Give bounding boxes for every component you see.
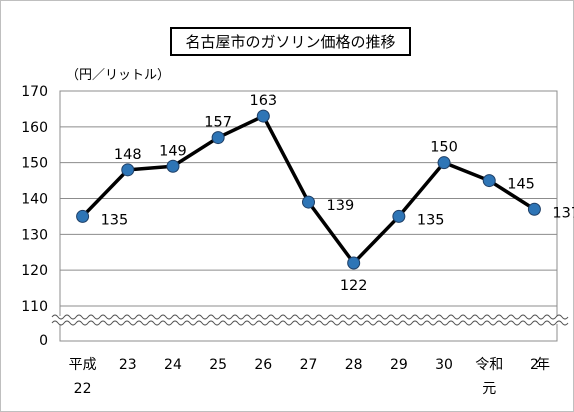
- x-tick-label: 27: [300, 357, 318, 373]
- x-tick-label: 24: [164, 357, 182, 373]
- data-label: 149: [159, 143, 187, 159]
- x-tick-label: 30: [435, 357, 453, 373]
- y-axis-unit-label: （円／リットル）: [66, 68, 170, 83]
- x-tick-label: 23: [119, 357, 137, 373]
- series-line: [81, 114, 536, 265]
- data-point: [166, 159, 180, 173]
- data-label: 137: [552, 205, 574, 221]
- y-tick-label: 130: [21, 227, 48, 243]
- y-tick-label-zero: 0: [39, 333, 48, 349]
- data-label: 163: [249, 93, 277, 109]
- data-label: 135: [101, 212, 129, 228]
- x-tick-label: 28: [345, 357, 363, 373]
- y-tick-label: 140: [21, 192, 48, 208]
- data-label: 122: [340, 278, 368, 294]
- data-point: [256, 109, 270, 123]
- data-point: [76, 209, 90, 223]
- x-tick-label: 26: [254, 357, 272, 373]
- x-tick-label: 2: [530, 357, 539, 373]
- data-label: 135: [417, 212, 445, 228]
- data-point: [392, 209, 406, 223]
- y-tick-label: 110: [21, 299, 48, 315]
- data-point: [121, 163, 135, 177]
- y-tick-label: 160: [21, 120, 48, 136]
- x-tick-label: 29: [390, 357, 408, 373]
- x-tick-label: 平成 22: [69, 357, 97, 397]
- data-point: [302, 195, 315, 209]
- axis-break-mask: [52, 316, 565, 324]
- axis-break-line: [51, 320, 569, 326]
- x-tick-label: 25: [209, 357, 227, 373]
- axis-break-line: [51, 314, 569, 320]
- data-label: 139: [327, 198, 355, 214]
- data-point: [347, 256, 361, 270]
- data-point: [482, 174, 496, 188]
- x-axis-unit-label: 年: [536, 357, 550, 373]
- data-label: 145: [507, 177, 535, 193]
- plot-area: [59, 90, 558, 342]
- y-tick-label: 170: [21, 84, 48, 100]
- data-point: [211, 131, 225, 145]
- x-tick-label: 令和元: [475, 357, 503, 397]
- data-label: 148: [114, 147, 142, 163]
- chart-title: 名古屋市のガソリン価格の推移: [170, 27, 411, 56]
- y-tick-label: 150: [21, 156, 48, 172]
- data-point: [437, 156, 451, 170]
- data-point: [527, 202, 541, 216]
- data-label: 157: [204, 115, 232, 131]
- data-label: 150: [430, 140, 458, 156]
- y-tick-label: 120: [21, 263, 48, 279]
